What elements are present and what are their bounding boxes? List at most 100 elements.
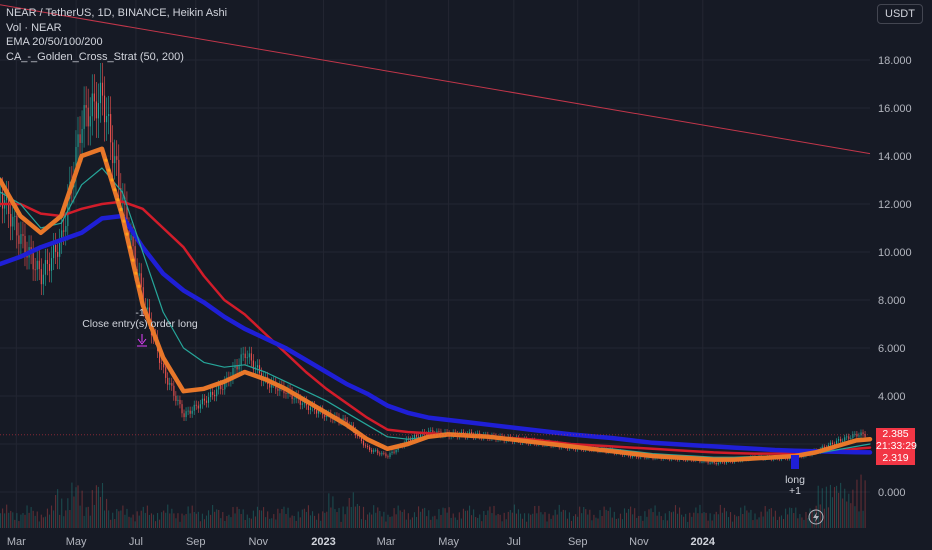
volume-bar xyxy=(821,488,823,528)
candle-body xyxy=(165,367,167,378)
candle-body xyxy=(171,383,173,386)
grid-lines xyxy=(0,0,870,528)
volume-bar xyxy=(197,511,199,528)
candle-body xyxy=(193,404,195,411)
volume-bar xyxy=(497,513,499,528)
volume-bar xyxy=(263,507,265,528)
volume-bar xyxy=(840,482,842,528)
volume-bar xyxy=(301,509,303,528)
candle-body xyxy=(387,456,389,458)
symbol-title[interactable]: NEAR / TetherUS, 1D, BINANCE, Heikin Ash… xyxy=(6,7,228,19)
currency-button[interactable]: USDT xyxy=(877,4,923,24)
volume-bar xyxy=(358,505,360,528)
volume-bar xyxy=(189,513,191,528)
candle-body xyxy=(632,455,634,457)
volume-bar xyxy=(654,505,656,528)
volume-bar xyxy=(621,519,624,528)
candle-body xyxy=(55,244,57,252)
candle-body xyxy=(367,445,369,448)
volume-bar xyxy=(475,517,477,528)
volume-bar xyxy=(442,507,444,528)
candle-body xyxy=(438,431,440,433)
volume-bar xyxy=(265,517,267,528)
volume-bar xyxy=(352,492,354,528)
candle-body xyxy=(175,395,177,401)
volume-bar xyxy=(656,515,658,528)
volume-bar xyxy=(854,506,856,528)
candle-body xyxy=(301,403,303,405)
volume-bar xyxy=(744,505,746,528)
volume-bar xyxy=(389,516,391,528)
volume-bar xyxy=(65,510,67,528)
volume-bar xyxy=(721,512,723,528)
candle-body xyxy=(201,398,203,405)
volume-bar xyxy=(819,504,821,528)
volume-bar xyxy=(405,519,407,528)
candle-body xyxy=(715,463,717,465)
volume-bar xyxy=(579,506,581,528)
candle-body xyxy=(75,146,77,179)
y-tick-label: 8.000 xyxy=(878,295,906,307)
volume-bar xyxy=(354,506,356,528)
candle-body xyxy=(10,213,12,227)
volume-bar xyxy=(495,515,497,528)
volume-bar xyxy=(632,514,634,528)
volume-bar xyxy=(750,509,752,528)
volume-bar xyxy=(91,490,93,528)
volume-bar xyxy=(348,497,350,528)
candle-body xyxy=(477,433,479,435)
candle-body xyxy=(126,204,128,231)
candle-body xyxy=(432,430,434,434)
volume-bar xyxy=(44,516,46,528)
volume-bar xyxy=(364,519,367,528)
volume-bar xyxy=(797,518,799,528)
candle-body xyxy=(106,116,108,123)
candle-body xyxy=(14,215,16,217)
candle-body xyxy=(181,404,183,414)
volume-bar xyxy=(466,510,469,528)
time-axis[interactable]: Mar May Jul Sep Nov 2023 Mar May Jul Sep Nov 2024 xyxy=(7,536,716,548)
volume-bar xyxy=(740,507,742,528)
volume-bar xyxy=(701,513,703,528)
candle-body xyxy=(195,404,197,406)
candle-body xyxy=(167,377,169,385)
candle-body xyxy=(701,461,703,463)
volume-bar xyxy=(299,517,301,528)
candle-body xyxy=(713,461,715,464)
x-tick-label: Mar xyxy=(7,536,26,548)
flash-icon[interactable] xyxy=(808,509,824,525)
ema-indicator-label[interactable]: EMA 20/50/100/200 xyxy=(6,36,103,48)
candle-body xyxy=(842,441,844,442)
volume-bar xyxy=(670,512,672,528)
candle-body xyxy=(277,388,279,391)
candle-body xyxy=(854,433,856,435)
volume-bar xyxy=(564,510,566,528)
candle-body xyxy=(630,455,632,457)
volume-bar xyxy=(224,520,226,528)
candle-body xyxy=(130,234,132,241)
volume-bar xyxy=(487,510,489,528)
volume-bar xyxy=(34,515,36,528)
volume-bar xyxy=(428,510,430,528)
candle-body xyxy=(393,451,395,453)
volume-bar xyxy=(287,507,289,528)
volume-bar xyxy=(736,516,738,528)
volume-bar xyxy=(205,515,208,528)
volume-indicator-label[interactable]: Vol · NEAR xyxy=(6,21,62,34)
volume-bar xyxy=(285,513,287,528)
volume-bar xyxy=(522,518,524,528)
volume-bar xyxy=(570,520,573,528)
volume-bar xyxy=(40,514,42,528)
volume-bar xyxy=(314,515,316,528)
volume-bar xyxy=(607,510,609,528)
volume-bar xyxy=(623,508,626,528)
volume-bar xyxy=(316,519,318,528)
volume-bar xyxy=(199,521,201,528)
strategy-label[interactable]: CA_-_Golden_Cross_Strat (50, 200) xyxy=(6,50,184,63)
volume-bar xyxy=(42,517,44,528)
volume-bar xyxy=(519,513,522,528)
volume-bar xyxy=(69,509,71,528)
volume-bar xyxy=(603,506,605,528)
candle-body xyxy=(81,128,83,143)
